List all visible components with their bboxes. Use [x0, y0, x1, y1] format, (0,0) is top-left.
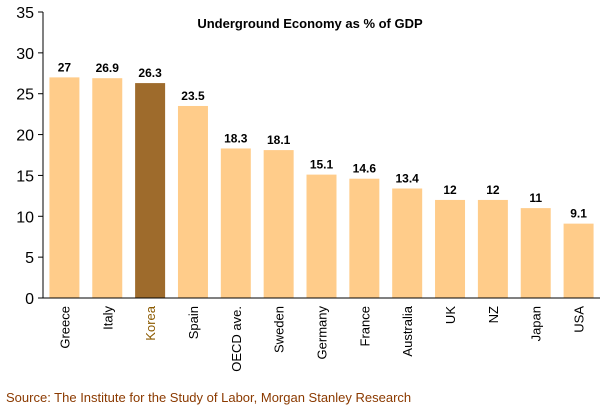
data-label: 11 — [529, 191, 542, 205]
data-label: 14.6 — [353, 162, 377, 176]
data-label: 12 — [486, 183, 500, 197]
category-label: Greece — [57, 306, 72, 349]
data-labels-group: 27 26.9 26.3 23.5 18.3 18.1 15.1 14.6 13.4 12 12 11… — [58, 60, 587, 220]
bar-korea — [135, 83, 166, 298]
y-tick-label: 25 — [16, 87, 34, 104]
y-tick-label: 30 — [16, 46, 34, 63]
category-label: NZ — [486, 306, 501, 323]
data-label: 23.5 — [181, 89, 205, 103]
bar-uk — [435, 199, 466, 298]
data-label: 26.9 — [96, 61, 120, 75]
y-tick-label: 15 — [16, 168, 34, 185]
category-label: Spain — [186, 306, 201, 339]
category-label: Italy — [100, 306, 115, 330]
bar-usa — [563, 223, 594, 298]
bar-nz — [477, 199, 508, 298]
data-label: 12 — [443, 183, 457, 197]
y-tick-label: 0 — [25, 291, 34, 308]
bar-oecd-ave — [220, 148, 251, 298]
y-axis: 0 5 10 15 20 25 30 35 — [16, 5, 44, 308]
bar-germany — [306, 174, 337, 298]
data-label: 13.4 — [396, 172, 420, 186]
bar-italy — [92, 78, 123, 298]
category-label: Australia — [400, 305, 415, 356]
data-label: 26.3 — [138, 66, 162, 80]
y-tick-label: 20 — [16, 128, 34, 145]
y-tick-label: 10 — [16, 209, 34, 226]
bars-group — [49, 77, 594, 298]
category-label: UK — [443, 306, 458, 324]
chart-title: Underground Economy as % of GDP — [197, 16, 423, 31]
data-label: 9.1 — [570, 207, 587, 221]
data-label: 18.3 — [224, 131, 248, 145]
y-tick-label: 35 — [16, 5, 34, 22]
bar-sweden — [263, 150, 294, 298]
bar-japan — [520, 208, 551, 298]
data-label: 27 — [58, 60, 72, 74]
bar-greece — [49, 77, 80, 298]
bar-france — [349, 178, 380, 298]
data-label: 18.1 — [267, 133, 291, 147]
category-label: OECD ave. — [229, 306, 244, 372]
category-label: Germany — [315, 306, 330, 360]
source-note: Source: The Institute for the Study of L… — [6, 390, 412, 405]
category-label: Japan — [529, 306, 544, 341]
category-label: Sweden — [272, 306, 287, 353]
category-label: France — [357, 306, 372, 346]
bar-spain — [177, 105, 208, 298]
bar-australia — [392, 188, 423, 298]
data-label: 15.1 — [310, 158, 334, 172]
category-label: USA — [572, 306, 587, 333]
category-label: Korea — [143, 305, 158, 340]
y-tick-label: 5 — [25, 250, 34, 267]
category-labels-group: Greece Italy Korea Spain OECD ave. Sweden Germ… — [57, 305, 586, 372]
